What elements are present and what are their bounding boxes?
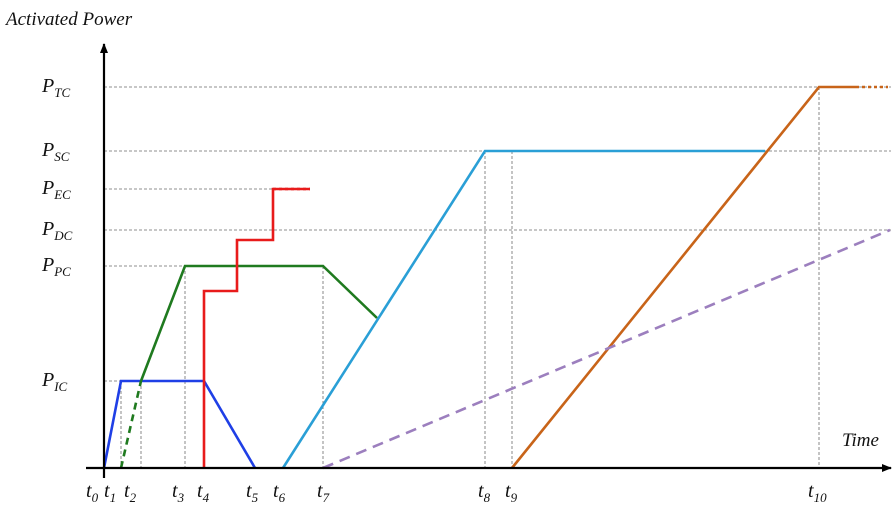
x-tick-t4: t4 (197, 480, 210, 505)
x-tick-sub: 2 (130, 490, 137, 505)
x-tick-sub: 4 (203, 490, 210, 505)
x-tick-main: t (808, 480, 814, 502)
series-green-dashed (119, 380, 143, 469)
x-tick-t8: t8 (478, 480, 491, 505)
x-tick-main: t (104, 480, 110, 502)
x-tick-main: t (86, 480, 92, 502)
y-tick-pdc: PDC (41, 218, 73, 243)
x-tick-t10: t10 (808, 480, 827, 505)
y-tick-pic: PIC (41, 369, 68, 394)
series-layer (102, 85, 891, 470)
series-orange (510, 85, 856, 469)
x-tick-main: t (246, 480, 252, 502)
series-red (202, 187, 310, 468)
x-tick-t5: t5 (246, 480, 259, 505)
y-tick-ptc: PTC (41, 75, 70, 100)
y-tick-main: P (41, 369, 54, 391)
x-tick-sub: 1 (110, 490, 117, 505)
x-axis-title: Time (842, 430, 879, 451)
x-tick-sub: 7 (323, 490, 330, 505)
x-tick-t3: t3 (172, 480, 185, 505)
y-tick-pec: PEC (41, 177, 71, 202)
y-tick-sub: IC (53, 379, 67, 394)
series-purple-dashed (322, 228, 891, 470)
y-tick-main: P (41, 218, 54, 240)
x-tick-t7: t7 (317, 480, 330, 505)
x-tick-main: t (478, 480, 484, 502)
y-axis-title: Activated Power (4, 9, 133, 30)
x-tick-t0: t0 (86, 480, 99, 505)
x-tick-main: t (317, 480, 323, 502)
series-blue (102, 379, 257, 469)
x-tick-sub: 10 (814, 490, 828, 505)
y-tick-sub: EC (53, 187, 71, 202)
x-tick-t2: t2 (124, 480, 137, 505)
x-tick-sub: 0 (92, 490, 99, 505)
x-tick-main: t (172, 480, 178, 502)
y-tick-sub: SC (54, 149, 70, 164)
x-tick-main: t (505, 480, 511, 502)
x-tick-sub: 6 (279, 490, 286, 505)
y-tick-main: P (41, 254, 54, 276)
x-tick-sub: 3 (177, 490, 185, 505)
y-tick-psc: PSC (41, 139, 70, 164)
series-green (139, 264, 378, 382)
y-tick-main: P (41, 177, 54, 199)
x-tick-sub: 5 (252, 490, 259, 505)
x-tick-t6: t6 (273, 480, 286, 505)
y-tick-sub: TC (54, 85, 70, 100)
x-tick-main: t (197, 480, 203, 502)
x-tick-sub: 8 (484, 490, 491, 505)
series-light-blue (281, 149, 765, 469)
x-tick-main: t (124, 480, 130, 502)
x-tick-t9: t9 (505, 480, 518, 505)
y-tick-main: P (41, 75, 54, 97)
x-tick-main: t (273, 480, 279, 502)
y-tick-main: P (41, 139, 54, 161)
x-tick-t1: t1 (104, 480, 116, 505)
y-tick-ppc: PPC (41, 254, 71, 279)
y-tick-sub: DC (53, 228, 72, 243)
y-tick-sub: PC (53, 264, 71, 279)
x-tick-sub: 9 (511, 490, 518, 505)
